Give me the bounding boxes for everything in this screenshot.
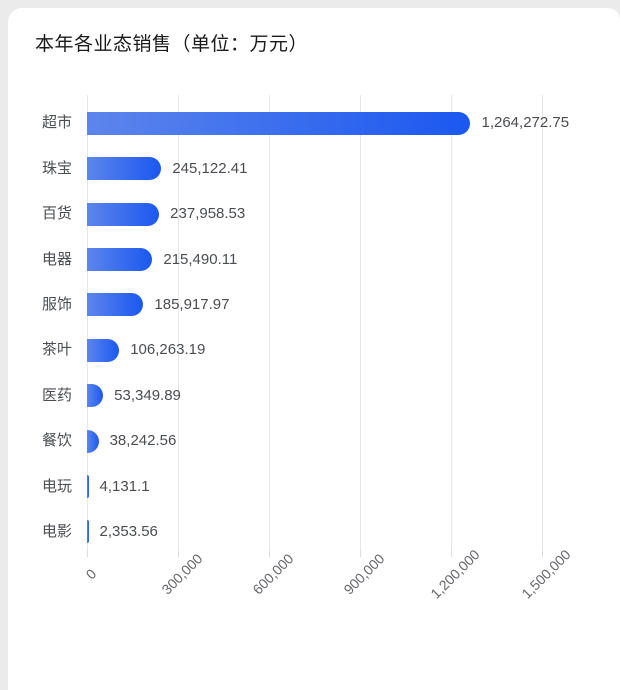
x-axis-label: 1,500,000 [518, 546, 574, 602]
gridline [360, 95, 361, 550]
axis-tick [542, 550, 543, 557]
category-label: 电影 [41, 522, 72, 540]
category-label: 珠宝 [41, 159, 72, 177]
chart-card: 本年各业态销售（单位：万元） 0 300,000 600,000 900,000 1,2… [8, 8, 620, 690]
category-label: 电器 [41, 250, 72, 268]
category-label: 餐饮 [41, 432, 72, 450]
bar[interactable] [87, 202, 160, 226]
category-label: 医药 [41, 386, 72, 404]
bar[interactable] [87, 429, 99, 453]
bar[interactable] [87, 475, 89, 498]
bar[interactable] [87, 520, 89, 544]
value-label: 4,131.1 [99, 477, 150, 495]
value-label: 215,490.11 [163, 250, 238, 268]
gridline [269, 95, 270, 550]
value-label: 237,958.53 [170, 205, 246, 223]
gridline [87, 95, 88, 550]
bar[interactable] [87, 293, 144, 317]
category-label: 服饰 [41, 295, 72, 313]
chart-title: 本年各业态销售（单位：万元） [35, 34, 309, 55]
category-label: 百货 [41, 205, 72, 223]
bar[interactable] [87, 384, 104, 408]
value-label: 185,917.97 [154, 295, 230, 313]
bar-chart: 0 300,000 600,000 900,000 1,200,000 1,500,000… [8, 8, 620, 690]
bar[interactable] [87, 111, 471, 135]
category-label: 超市 [41, 114, 72, 132]
gridline [178, 95, 179, 550]
bar[interactable] [87, 338, 120, 362]
axis-tick [178, 550, 179, 557]
value-label: 106,263.19 [130, 341, 206, 359]
value-label: 245,122.41 [172, 159, 248, 177]
x-axis-label: 900,000 [340, 550, 388, 598]
value-label: 1,264,272.75 [481, 114, 570, 132]
category-label: 茶叶 [41, 341, 72, 359]
axis-tick [269, 550, 270, 557]
bar[interactable] [87, 248, 153, 271]
bar[interactable] [87, 157, 162, 181]
x-axis-label: 1,200,000 [427, 546, 483, 602]
value-label: 38,242.56 [109, 432, 177, 450]
axis-tick [451, 550, 452, 557]
value-label: 53,349.89 [114, 386, 181, 404]
value-label: 2,353.56 [99, 522, 158, 540]
x-axis-label: 300,000 [158, 550, 206, 598]
gridline [451, 95, 452, 550]
axis-tick [360, 550, 361, 557]
gridline [542, 95, 543, 550]
category-label: 电玩 [41, 477, 72, 495]
x-axis-label: 600,000 [249, 550, 297, 598]
axis-tick [87, 550, 88, 557]
x-axis-label: 0 [82, 565, 100, 583]
